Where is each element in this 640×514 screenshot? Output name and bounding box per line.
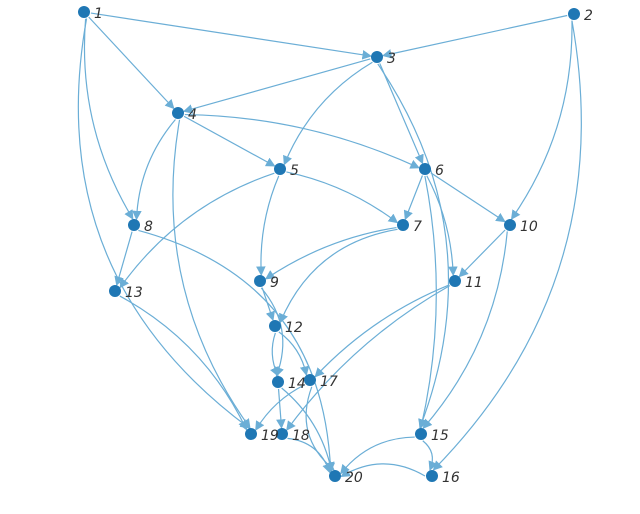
node-label: 7	[413, 219, 422, 235]
node-label: 14	[288, 376, 306, 392]
node	[78, 6, 90, 18]
node	[269, 320, 281, 332]
edge	[286, 172, 396, 222]
node-label: 18	[292, 428, 310, 444]
edge	[261, 288, 283, 375]
node	[568, 8, 580, 20]
edge	[384, 15, 567, 55]
edges-group	[78, 13, 581, 476]
edge	[91, 13, 370, 56]
node-label: 12	[285, 320, 303, 336]
edge	[434, 21, 581, 470]
node	[245, 428, 257, 440]
edge	[89, 17, 173, 108]
node	[128, 219, 140, 231]
node-label: 2	[584, 8, 593, 24]
node-label: 6	[435, 163, 444, 179]
node-label: 4	[188, 107, 197, 123]
node	[504, 219, 516, 231]
node	[304, 374, 316, 386]
edge	[272, 333, 277, 375]
node	[371, 51, 383, 63]
node-label: 20	[345, 470, 363, 486]
node-label: 13	[125, 285, 143, 301]
node	[329, 470, 341, 482]
edge	[406, 176, 423, 219]
node-label: 17	[320, 374, 338, 390]
node	[415, 428, 427, 440]
edge	[185, 59, 371, 111]
node	[109, 285, 121, 297]
node	[254, 275, 266, 287]
node	[449, 275, 461, 287]
edge	[120, 296, 246, 429]
node	[419, 163, 431, 175]
node-label: 11	[465, 275, 483, 291]
edge	[285, 62, 373, 163]
edge	[378, 64, 449, 427]
node-label: 10	[520, 219, 538, 235]
node-label: 9	[270, 275, 279, 291]
edge	[512, 21, 572, 219]
network-graph: 1234567891011121314151617181920	[0, 0, 640, 514]
edge	[279, 389, 282, 427]
node-label: 1	[94, 6, 103, 22]
edge	[280, 229, 397, 321]
edge	[267, 228, 397, 279]
edge	[117, 232, 132, 285]
node-label: 5	[290, 163, 299, 179]
edge	[261, 176, 279, 274]
edge	[427, 176, 453, 274]
node-label: 19	[261, 428, 279, 444]
node	[272, 376, 284, 388]
edge	[460, 230, 505, 276]
node	[274, 163, 286, 175]
edge	[185, 115, 418, 168]
edge	[423, 441, 433, 469]
edge	[341, 437, 414, 473]
node-label: 16	[442, 470, 460, 486]
edge	[137, 120, 176, 219]
edge	[424, 231, 508, 427]
node	[397, 219, 409, 231]
edge	[184, 116, 274, 165]
node-label: 3	[387, 51, 396, 67]
edge	[84, 19, 132, 218]
node-label: 15	[431, 428, 449, 444]
edge	[173, 120, 250, 427]
edge	[78, 19, 248, 428]
node	[426, 470, 438, 482]
node	[172, 107, 184, 119]
node-label: 8	[144, 219, 153, 235]
edge	[380, 63, 422, 162]
